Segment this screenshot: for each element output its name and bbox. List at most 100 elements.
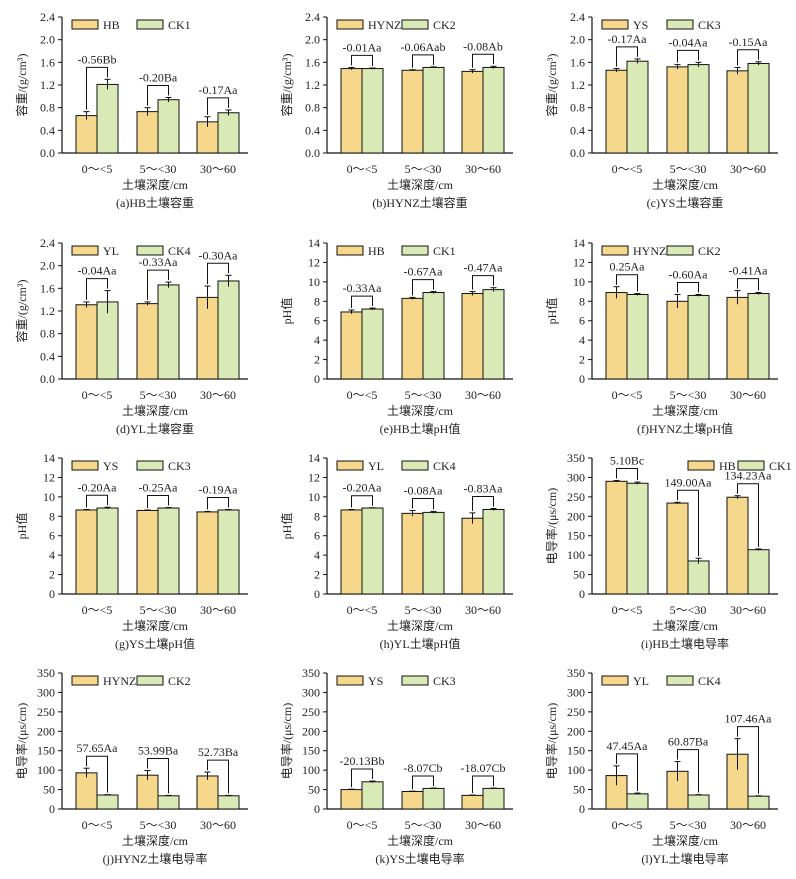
significance-label: 107.46Aa	[725, 712, 773, 726]
legend-label: YS	[103, 459, 118, 473]
y-tick-label: 0.8	[305, 101, 320, 115]
significance-bracket	[412, 497, 434, 510]
y-tick-label: 1.2	[570, 78, 585, 92]
x-tick-label: 5～<30	[405, 818, 442, 832]
x-tick-label: 30～60	[200, 818, 236, 832]
x-tick-label: 30～60	[200, 388, 236, 402]
y-tick-label: 0	[49, 587, 55, 601]
chart-panel: 0 50 100 150 200 250 300 350 电导率/(μs/cm) 0～<5 5～<3…	[14, 666, 248, 866]
y-tick-label: 2.0	[40, 33, 55, 47]
x-tick-label: 0～<5	[612, 388, 643, 402]
x-tick-label: 0～<5	[612, 162, 643, 176]
bar-YL	[75, 304, 98, 380]
y-tick-label: 2	[314, 353, 320, 367]
y-axis-label: pH值	[544, 298, 559, 325]
bar-YS	[196, 511, 219, 595]
y-tick-label: 10	[308, 275, 320, 289]
y-tick-label: 100	[302, 763, 320, 777]
bar-CK1	[626, 482, 649, 595]
significance-bracket	[737, 726, 759, 794]
y-tick-label: 6	[49, 529, 55, 543]
significance-bracket	[86, 66, 108, 110]
legend-swatch	[71, 19, 99, 30]
significance-label: 149.00Aa	[665, 475, 713, 489]
bar-CK3	[217, 509, 240, 595]
y-tick-label: 150	[37, 744, 55, 758]
significance-label: -0.67Aa	[404, 265, 444, 279]
bar-CK4	[361, 507, 384, 595]
bar-CK3	[157, 507, 180, 595]
legend-label: CK1	[168, 18, 191, 32]
x-tick-label: 30～60	[465, 603, 501, 617]
y-tick-label: 150	[567, 744, 585, 758]
legend-label: CK4	[433, 459, 456, 473]
x-tick-label: 30～60	[465, 818, 501, 832]
legend-label: HYNZ	[633, 244, 666, 258]
bar-HYNZ	[461, 70, 484, 154]
y-tick-label: 10	[308, 490, 320, 504]
x-tick-label: 0～<5	[82, 162, 113, 176]
x-axis-label: 土壤深度/cm	[387, 833, 454, 848]
bar-CK3	[747, 62, 770, 154]
chart-panel: 0 50 100 150 200 250 300 350 电导率/(μs/cm) 0～<5 5～<3…	[544, 666, 778, 866]
y-tick-label: 0	[579, 372, 585, 386]
y-tick-label: 2.4	[40, 10, 55, 24]
y-tick-label: 0.4	[570, 123, 585, 137]
significance-bracket	[207, 262, 229, 285]
y-tick-label: 8	[579, 294, 585, 308]
significance-label: -0.17Aa	[608, 32, 648, 46]
bar-CK2	[482, 66, 505, 154]
y-tick-label: 350	[37, 666, 55, 680]
x-tick-label: 30～60	[730, 818, 766, 832]
bar-HB	[461, 293, 484, 380]
significance-label: 5.10Bc	[610, 454, 644, 468]
bar-CK2	[361, 68, 384, 154]
y-tick-label: 1.6	[570, 55, 585, 69]
bar-CK3	[361, 781, 384, 810]
legend-label: YS	[633, 18, 648, 32]
legend-swatch	[336, 19, 364, 30]
x-tick-label: 5～<30	[670, 162, 707, 176]
x-axis-label: 土壤深度/cm	[652, 403, 719, 418]
significance-bracket	[412, 54, 434, 68]
bar-YS	[461, 794, 484, 810]
significance-bracket	[207, 496, 229, 510]
significance-label: 0.25Aa	[610, 260, 646, 274]
significance-bracket	[677, 49, 699, 63]
bar-YL	[196, 296, 219, 380]
x-tick-label: 0～<5	[347, 603, 378, 617]
y-axis-label: 电导率/(μs/cm)	[544, 703, 559, 779]
significance-bracket	[737, 49, 759, 66]
significance-label: -0.33Aa	[343, 281, 383, 295]
legend-swatch	[401, 245, 429, 256]
y-tick-label: 10	[573, 275, 585, 289]
bar-CK4	[96, 301, 119, 380]
y-tick-label: 50	[573, 568, 585, 582]
panel-caption: (h)YL土壤pH值	[380, 636, 461, 651]
y-tick-label: 12	[573, 255, 585, 269]
y-tick-label: 300	[302, 685, 320, 699]
legend-label: YL	[368, 459, 384, 473]
panel-caption: (e)HB土壤pH值	[380, 421, 461, 436]
legend-swatch	[336, 460, 364, 471]
bar-CK2	[422, 66, 445, 154]
significance-label: -20.13Bb	[340, 754, 385, 768]
bar-YS	[666, 66, 689, 154]
panel-caption: (i)HB土壤电导率	[641, 636, 729, 651]
significance-bracket	[677, 489, 699, 557]
significance-label: 57.65Aa	[77, 741, 119, 755]
y-tick-label: 0.0	[570, 146, 585, 160]
significance-bracket	[351, 495, 373, 508]
x-axis-label: 土壤深度/cm	[122, 618, 189, 633]
bar-CK4	[422, 511, 445, 595]
x-tick-label: 30～60	[730, 388, 766, 402]
y-tick-label: 250	[567, 490, 585, 504]
x-tick-label: 0～<5	[612, 603, 643, 617]
chart-panel: 0.0 0.4 0.8 1.2 1.6 2.0 2.4 容重/(g/cm³) 0～<5 5～<30…	[544, 10, 778, 210]
panel-caption: (b)HYNZ土壤容重	[372, 195, 467, 210]
y-tick-label: 0	[314, 802, 320, 816]
legend-swatch	[401, 675, 429, 686]
significance-label: -0.41Aa	[729, 264, 769, 278]
bar-HYNZ	[401, 69, 424, 154]
legend-label: HB	[719, 459, 736, 473]
